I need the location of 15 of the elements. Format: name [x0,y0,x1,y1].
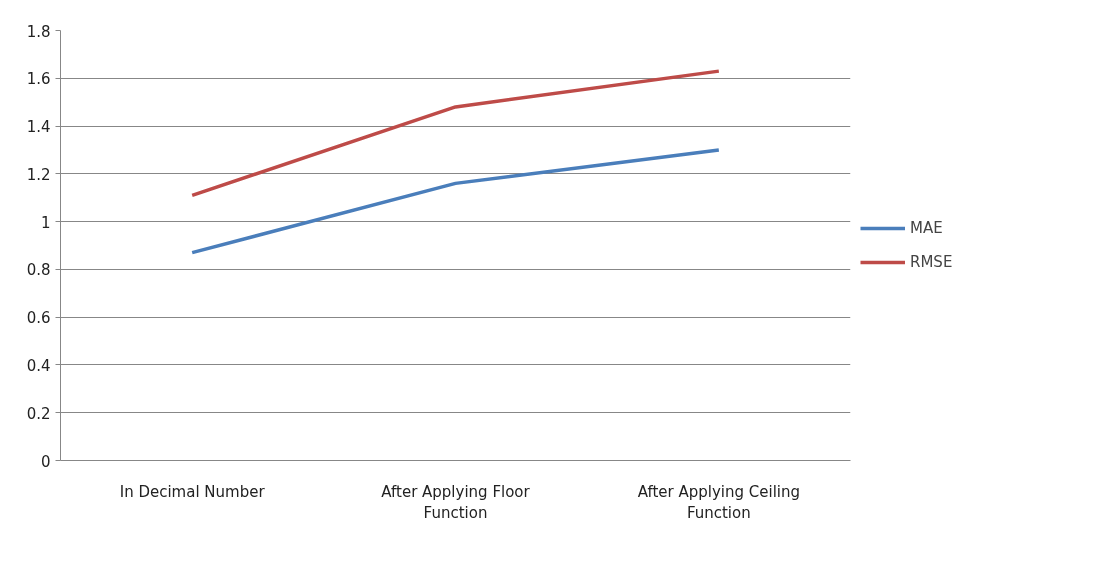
y-tick-label: 1.8 [26,22,51,41]
legend-label: RMSE [910,253,953,271]
y-tick-label: 0 [40,452,51,471]
y-tick-label: 1.4 [26,118,51,137]
y-tick-label: 1 [40,213,51,232]
y-tick-label: 1.2 [26,165,51,184]
y-tick-label: 0.2 [26,404,51,423]
legend-label: MAE [910,219,943,237]
x-tick-label: After Applying Ceiling Function [637,482,801,523]
x-tick-label: After Applying Floor Function [381,482,531,523]
x-tick-label: In Decimal Number [119,482,266,501]
y-tick-label: 1.6 [26,70,51,89]
y-tick-label: 0.4 [26,356,51,375]
y-tick-label: 0.8 [26,261,51,280]
y-tick-label: 0.6 [26,309,51,328]
